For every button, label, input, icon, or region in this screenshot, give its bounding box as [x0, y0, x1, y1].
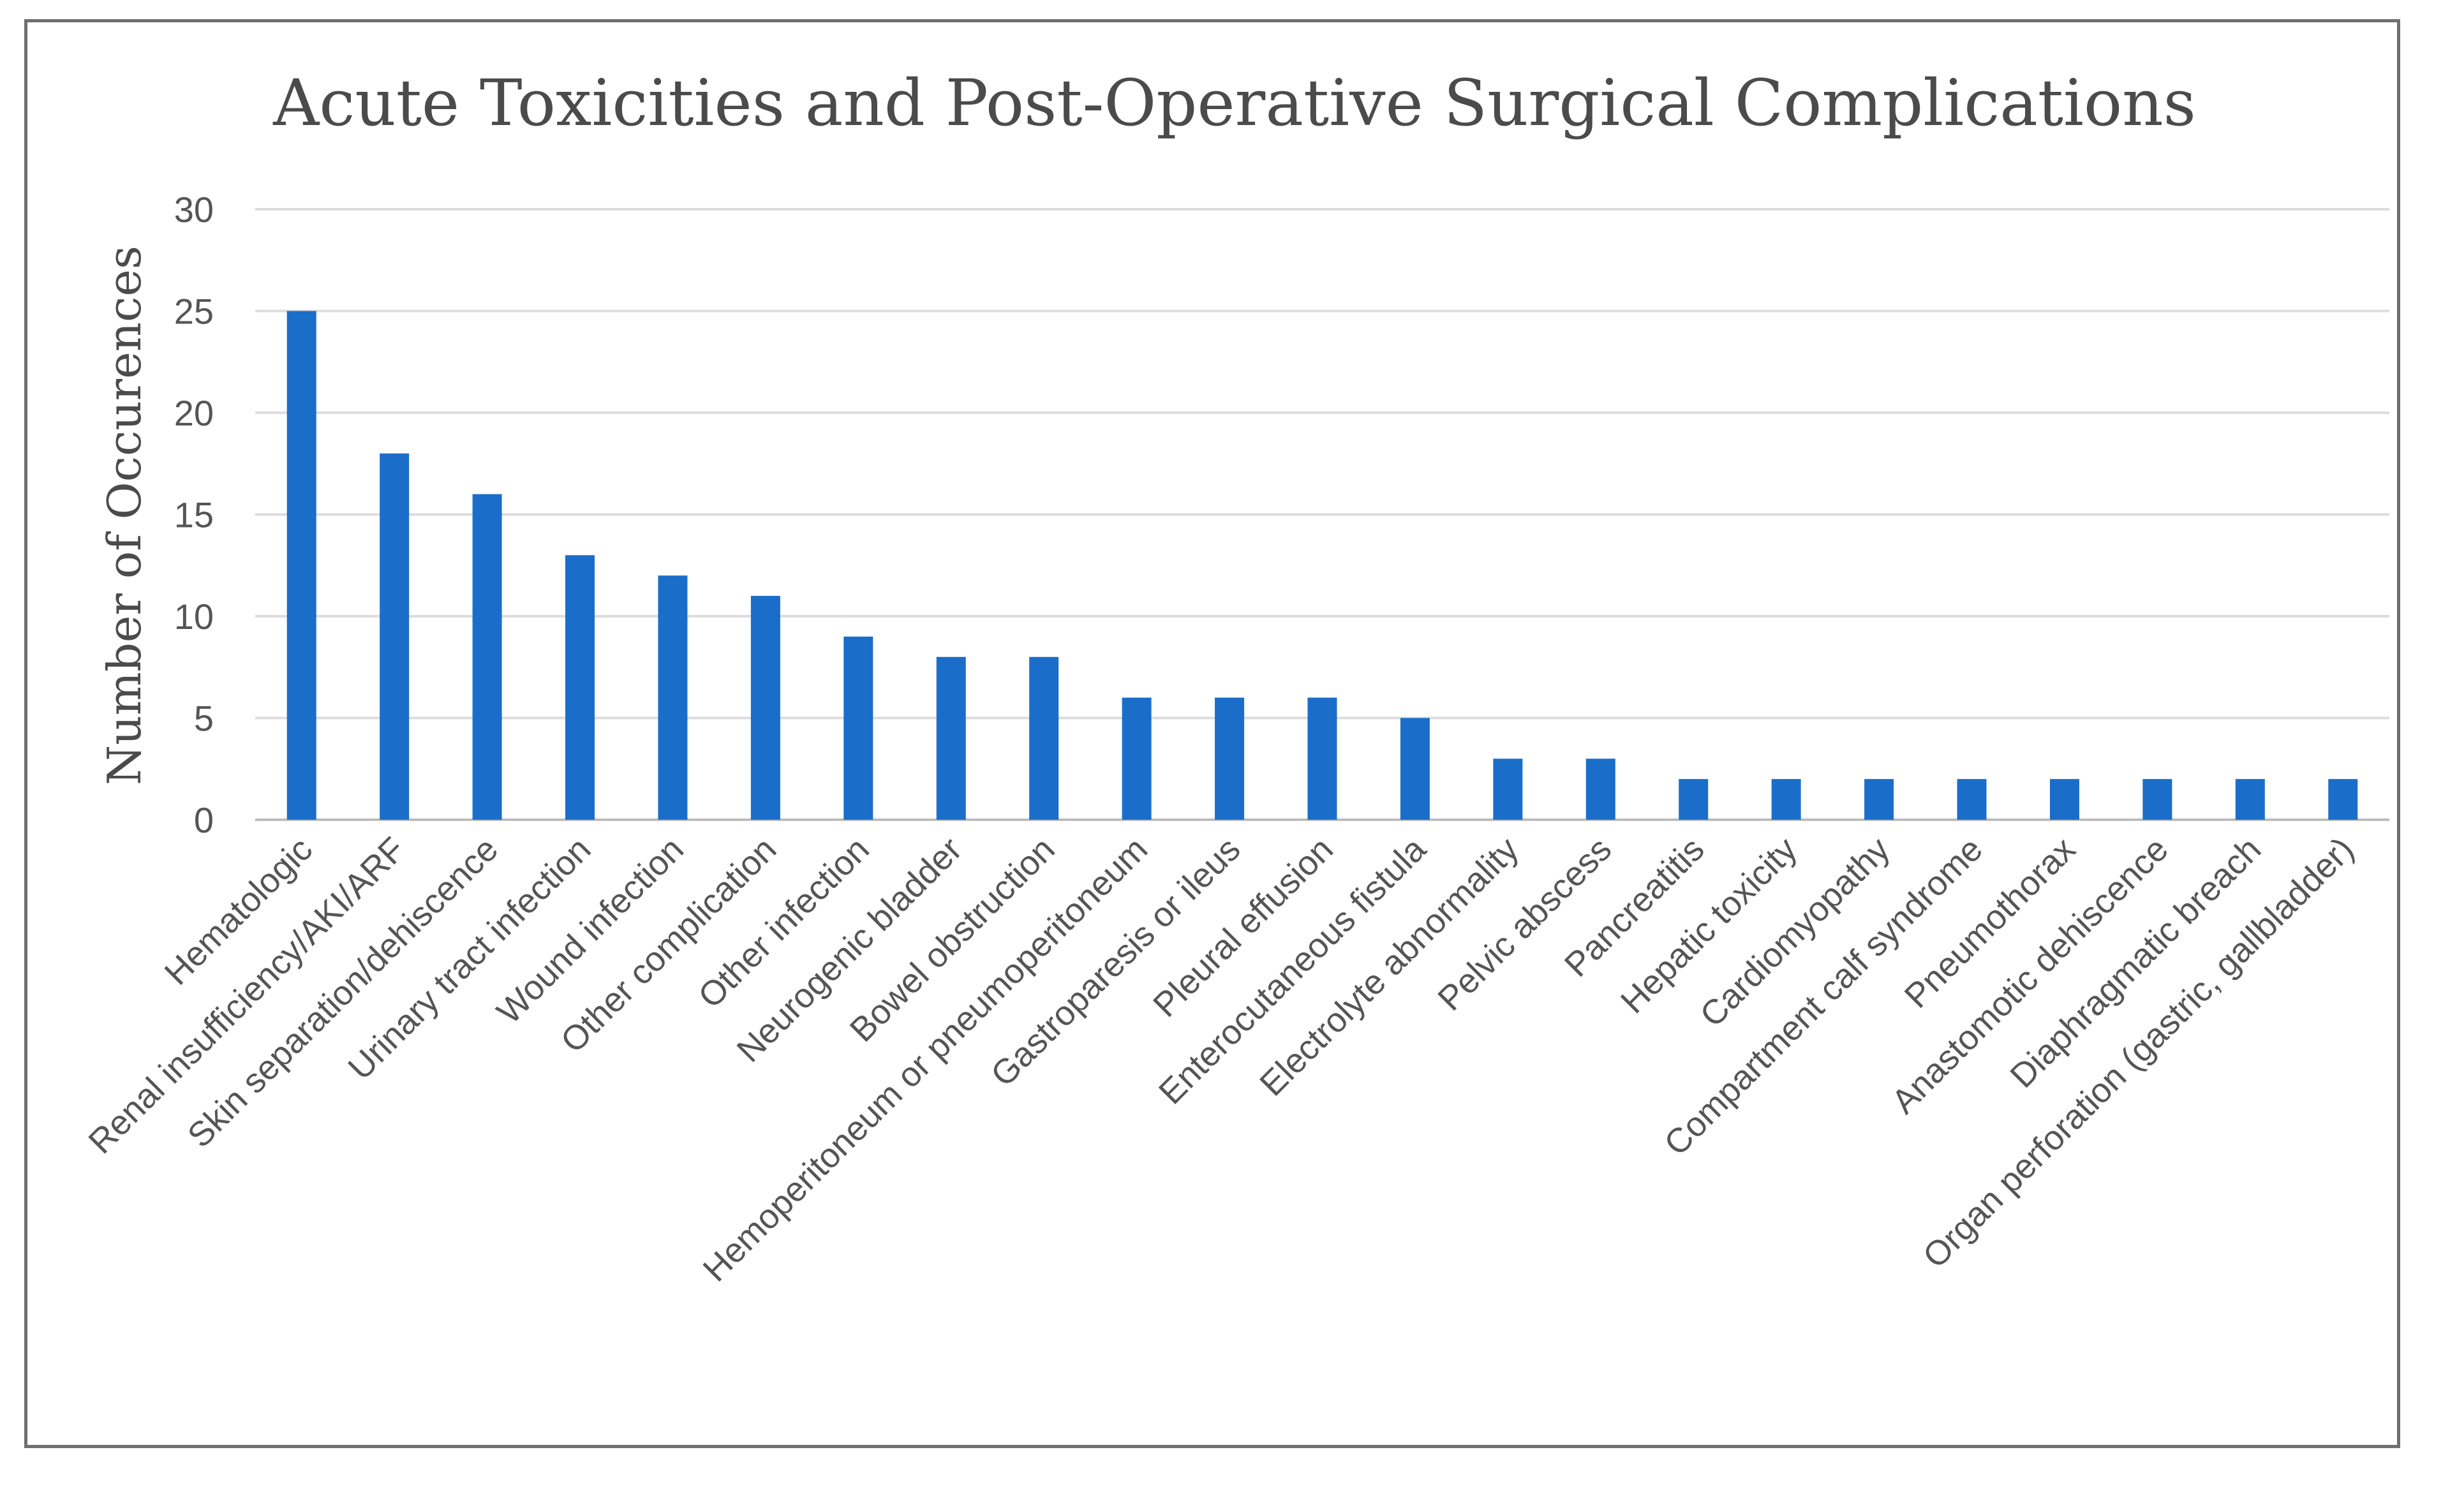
y-tick-label: 10: [174, 596, 214, 637]
x-tick-label: Organ perforation (gastric, gallbladder): [1916, 830, 2361, 1275]
bar: [2142, 779, 2172, 820]
bar: [658, 575, 688, 820]
bar: [286, 311, 316, 820]
bar: [1029, 656, 1059, 820]
bar: [1957, 779, 1987, 820]
bar: [936, 656, 966, 820]
bar: [1679, 779, 1709, 820]
bar: [1771, 779, 1801, 820]
y-tick-label: 5: [194, 699, 214, 739]
bar: [472, 494, 502, 820]
bar: [380, 453, 410, 820]
y-tick-label: 20: [174, 393, 214, 433]
bar: [1400, 718, 1430, 820]
bar: [1585, 758, 1615, 820]
bar: [2235, 779, 2265, 820]
y-tick-label: 25: [174, 292, 214, 332]
y-tick-label: 0: [194, 800, 214, 840]
y-tick-label: 15: [174, 495, 214, 535]
chart-title: Acute Toxicities and Post-Operative Surg…: [272, 66, 2196, 140]
gridlines: [255, 208, 2389, 821]
bar: [1493, 758, 1523, 820]
bar: [2049, 779, 2079, 820]
bar: [2328, 779, 2358, 820]
bar: [565, 555, 595, 820]
bar: [843, 636, 873, 820]
y-axis-label: Number of Occurences: [98, 246, 151, 785]
y-axis-ticks: 0 5 10 15 20 25 30: [174, 189, 214, 840]
bar: [750, 596, 780, 820]
chart-frame: [24, 19, 2400, 1448]
bar: [1215, 697, 1245, 820]
bar: [1122, 697, 1152, 820]
bar: [1864, 779, 1894, 820]
bar: [1307, 697, 1337, 820]
bars: [286, 311, 2358, 820]
y-tick-label: 30: [174, 189, 214, 230]
